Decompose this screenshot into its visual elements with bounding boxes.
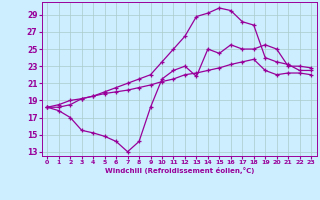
X-axis label: Windchill (Refroidissement éolien,°C): Windchill (Refroidissement éolien,°C) (105, 167, 254, 174)
